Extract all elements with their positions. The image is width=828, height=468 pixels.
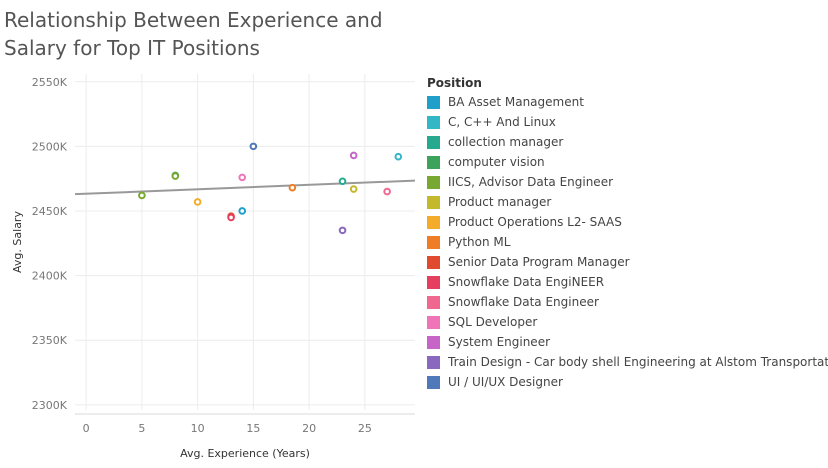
legend-label: Snowflake Data Engineer <box>448 295 599 309</box>
legend-label: System Engineer <box>448 335 551 349</box>
legend-swatch <box>427 375 440 389</box>
data-point[interactable] <box>349 185 358 193</box>
data-point[interactable] <box>238 173 247 182</box>
legend-item[interactable]: SQL Developer <box>427 312 827 332</box>
x-tick-label: 0 <box>83 422 90 435</box>
legend-swatch <box>427 255 440 269</box>
legend: Position BA Asset Management C, C++ And L… <box>427 74 828 392</box>
legend-label: Senior Data Program Manager <box>448 255 630 269</box>
chart-title-line-2: Salary for Top IT Positions <box>4 36 260 60</box>
legend-item[interactable]: Product Operations L2- SAAS <box>427 212 827 232</box>
legend-swatch <box>427 115 440 129</box>
legend-swatch <box>427 335 440 349</box>
legend-item[interactable]: computer vision <box>427 152 827 172</box>
legend-swatch <box>427 315 440 329</box>
y-axis-ticks: 2300K 2350K 2400K 2450K 2500K 2550K <box>32 76 68 412</box>
legend-item[interactable]: IICS, Advisor Data Engineer <box>427 172 827 192</box>
legend-title: Position <box>427 76 482 90</box>
data-point[interactable] <box>171 172 180 180</box>
x-tick-label: 20 <box>302 422 316 435</box>
legend-item[interactable]: Snowflake Data EngiNEER <box>427 272 827 292</box>
trend-line-group <box>74 179 416 196</box>
x-axis-title: Avg. Experience (Years) <box>180 447 310 460</box>
data-point[interactable] <box>138 191 146 200</box>
legend-label: BA Asset Management <box>448 95 584 109</box>
data-point[interactable] <box>338 177 347 186</box>
data-point[interactable] <box>238 207 247 215</box>
legend-label: SQL Developer <box>448 315 538 329</box>
legend-swatch <box>427 175 440 189</box>
legend-label: IICS, Advisor Data Engineer <box>448 175 614 189</box>
legend-item[interactable]: collection manager <box>427 132 827 152</box>
legend-items: BA Asset Management C, C++ And Linux colle… <box>427 92 828 392</box>
legend-swatch <box>427 95 440 109</box>
data-point[interactable] <box>288 183 297 192</box>
legend-label: UI / UI/UX Designer <box>448 375 563 389</box>
x-tick-label: 10 <box>191 422 205 435</box>
y-tick-label: 2400K <box>32 270 68 283</box>
legend-swatch <box>427 195 440 209</box>
legend-label: Product Operations L2- SAAS <box>448 215 622 229</box>
data-point[interactable] <box>338 226 347 235</box>
y-axis-title: Avg. Salary <box>11 211 24 273</box>
x-tick-label: 15 <box>246 422 260 435</box>
legend-swatch <box>427 235 440 249</box>
y-tick-label: 2300K <box>32 399 68 412</box>
data-point[interactable] <box>249 142 258 151</box>
legend-swatch <box>427 355 440 369</box>
legend-item[interactable]: System Engineer <box>427 332 827 352</box>
data-point[interactable] <box>383 187 391 196</box>
legend-label: Train Design - Car body shell Engineerin… <box>448 355 828 369</box>
legend-item[interactable]: Snowflake Data Engineer <box>427 292 827 312</box>
y-tick-label: 2450K <box>32 205 68 218</box>
x-axis-ticks: 0 5 10 15 20 25 <box>83 422 372 435</box>
y-tick-label: 2550K <box>32 76 68 89</box>
x-tick-label: 5 <box>138 422 145 435</box>
legend-swatch <box>427 295 440 309</box>
chart-title: Relationship Between Experience and Sala… <box>4 6 384 62</box>
x-tick-label: 25 <box>358 422 372 435</box>
data-points <box>138 142 403 235</box>
legend-item[interactable]: UI / UI/UX Designer <box>427 372 827 392</box>
grid <box>75 74 415 410</box>
chart-title-line-1: Relationship Between Experience and <box>4 8 383 32</box>
legend-swatch <box>427 275 440 289</box>
legend-label: Python ML <box>448 235 511 249</box>
legend-label: Product manager <box>448 195 552 209</box>
legend-item[interactable]: Product manager <box>427 192 827 212</box>
legend-item[interactable]: Train Design - Car body shell Engineerin… <box>427 352 828 372</box>
legend-item[interactable]: C, C++ And Linux <box>427 112 827 132</box>
trend-line <box>74 179 416 196</box>
data-point[interactable] <box>349 151 358 160</box>
data-point[interactable] <box>193 198 202 206</box>
legend-item[interactable]: BA Asset Management <box>427 92 827 112</box>
legend-label: Snowflake Data EngiNEER <box>448 275 605 289</box>
legend-swatch <box>427 155 440 169</box>
legend-label: C, C++ And Linux <box>448 115 556 129</box>
data-point[interactable] <box>394 152 403 161</box>
legend-item[interactable]: Python ML <box>427 232 827 252</box>
legend-swatch <box>427 135 440 149</box>
legend-swatch <box>427 215 440 229</box>
y-tick-label: 2500K <box>32 140 68 153</box>
legend-item[interactable]: Senior Data Program Manager <box>427 252 827 272</box>
legend-label: collection manager <box>448 135 564 149</box>
y-tick-label: 2350K <box>32 334 68 347</box>
data-point[interactable] <box>227 213 235 222</box>
legend-label: computer vision <box>448 155 545 169</box>
